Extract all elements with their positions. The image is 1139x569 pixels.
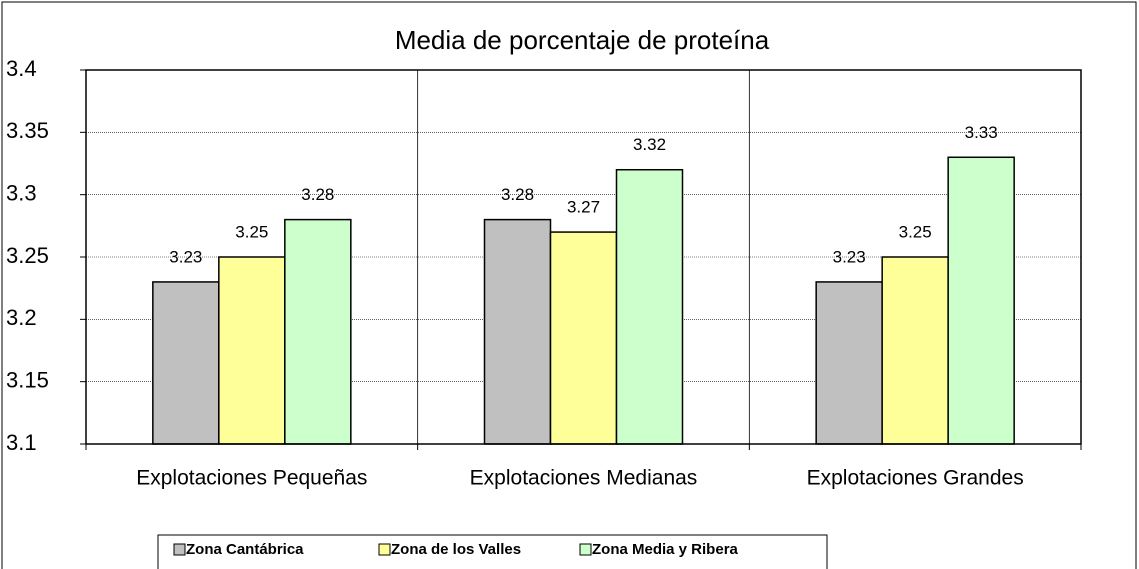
bar	[152, 281, 220, 445]
plot-border	[85, 69, 1082, 445]
legend: Zona Cantábrica Zona de los Valles Zona Me…	[157, 534, 828, 569]
bar	[284, 218, 352, 445]
bar	[947, 156, 1015, 445]
legend-box	[157, 534, 828, 569]
bar	[881, 256, 949, 445]
bar	[615, 168, 684, 445]
chart-title: Media de porcentaje de proteína	[395, 25, 770, 55]
y-tick-label: 3.2	[6, 305, 37, 330]
value-label: 3.23	[833, 247, 866, 266]
x-tick-label: Explotaciones Pequeñas	[136, 467, 367, 490]
value-label: 3.28	[501, 185, 534, 204]
legend-label: Zona de los Valles	[391, 541, 521, 558]
legend-label: Zona Cantábrica	[186, 541, 304, 558]
legend-swatch	[173, 543, 186, 556]
x-tick-label: Explotaciones Medianas	[470, 467, 698, 490]
bar	[815, 281, 883, 445]
value-label: 3.33	[965, 123, 998, 142]
y-tick-label: 3.3	[6, 180, 37, 205]
y-tick-label: 3.1	[6, 430, 37, 455]
value-label: 3.25	[899, 222, 932, 241]
bar	[483, 218, 552, 445]
bar	[549, 231, 618, 445]
y-tick-label: 3.15	[6, 367, 49, 392]
x-tick-label: Explotaciones Grandes	[807, 467, 1024, 490]
value-label: 3.32	[633, 135, 666, 154]
legend-swatch	[579, 543, 592, 556]
value-label: 3.23	[169, 247, 202, 266]
legend-swatch	[378, 543, 391, 556]
value-label: 3.28	[301, 185, 334, 204]
bar	[218, 256, 286, 445]
legend-label: Zona Media y Ribera	[592, 541, 739, 558]
y-tick-label: 3.4	[6, 56, 37, 81]
y-tick-label: 3.25	[6, 243, 49, 268]
value-label: 3.25	[235, 222, 268, 241]
y-tick-label: 3.35	[6, 118, 49, 143]
value-label: 3.27	[567, 198, 600, 217]
